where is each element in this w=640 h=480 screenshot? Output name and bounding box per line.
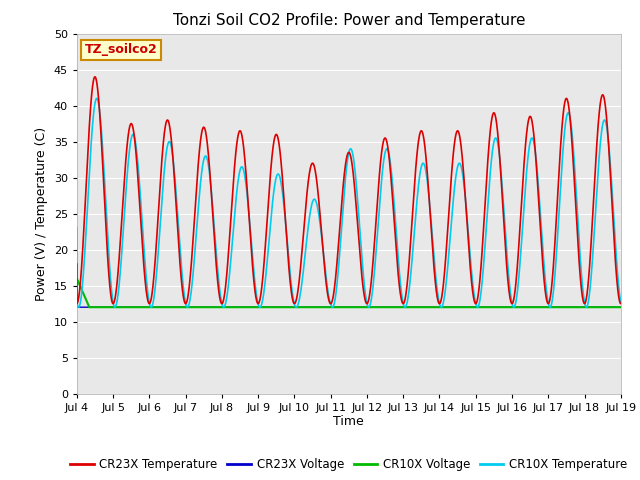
Y-axis label: Power (V) / Temperature (C): Power (V) / Temperature (C) (35, 127, 48, 300)
X-axis label: Time: Time (333, 415, 364, 429)
Title: Tonzi Soil CO2 Profile: Power and Temperature: Tonzi Soil CO2 Profile: Power and Temper… (173, 13, 525, 28)
Text: TZ_soilco2: TZ_soilco2 (85, 43, 157, 56)
Legend: CR23X Temperature, CR23X Voltage, CR10X Voltage, CR10X Temperature: CR23X Temperature, CR23X Voltage, CR10X … (65, 454, 632, 476)
